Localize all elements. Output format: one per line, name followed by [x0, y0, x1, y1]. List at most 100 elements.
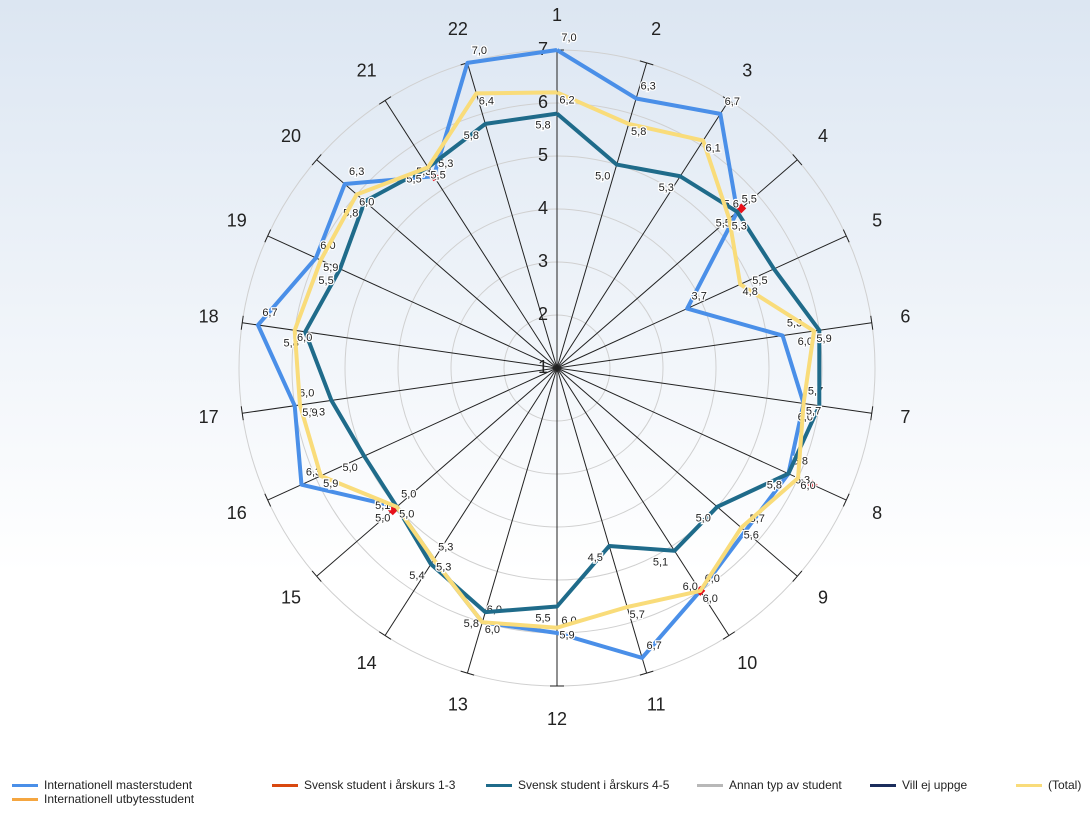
data-label: 6,4: [479, 95, 494, 107]
legend-label: Internationell utbytesstudent: [44, 792, 195, 806]
axis-category-label: 1: [552, 5, 562, 25]
data-label: 6,2: [559, 94, 574, 106]
axis-category-label: 13: [448, 694, 468, 714]
legend-label: Svensk student i årskurs 4-5: [518, 778, 670, 792]
data-label: 5,3: [659, 182, 674, 194]
axis-end-tick: [311, 154, 322, 166]
legend-item: Annan typ av student: [697, 778, 842, 792]
data-label: 4,8: [743, 286, 758, 298]
legend-item: Svensk student i årskurs 1-3: [272, 778, 474, 792]
data-label: 5,5: [318, 275, 333, 287]
axis-end-tick: [722, 631, 736, 640]
axis-end-tick: [264, 493, 272, 507]
series-marker: [428, 171, 439, 182]
legend-swatch: [486, 784, 512, 787]
legend-label: Internationell masterstudent: [44, 778, 193, 792]
legend-swatch: [697, 784, 723, 787]
axis-category-label: 17: [199, 407, 219, 427]
axis-line: [316, 367, 558, 577]
data-label: 5,6: [744, 530, 759, 542]
axis-line: [384, 100, 558, 369]
data-label: 5,8: [535, 120, 550, 132]
axis-category-label: 19: [227, 211, 247, 231]
data-label: 5,5: [430, 169, 445, 181]
data-label: 5,5: [752, 275, 767, 287]
data-label: 6,7: [725, 96, 740, 108]
data-label: 5,9: [323, 262, 338, 274]
axis-end-tick: [722, 96, 736, 105]
data-label: 5,3: [438, 158, 453, 170]
data-label: 7,0: [561, 32, 576, 44]
data-label: 5,0: [375, 513, 390, 525]
data-label: 5,0: [595, 170, 610, 182]
axis-line: [556, 100, 730, 369]
axis-end-tick: [264, 229, 272, 243]
data-label: 6,0: [703, 593, 718, 605]
axis-category-label: 7: [900, 407, 910, 427]
axis-line: [556, 62, 648, 369]
legend-swatch: [1016, 784, 1042, 787]
axis-line: [267, 367, 558, 501]
r-tick-label: 3: [538, 251, 548, 271]
data-label: 5,9: [323, 478, 338, 490]
data-label: 5,5: [535, 612, 550, 624]
data-label: 7,0: [472, 45, 487, 57]
data-label: 4,5: [588, 552, 603, 564]
legend-swatch: [272, 784, 298, 787]
data-label: 5,9: [816, 333, 831, 345]
series-line: [303, 111, 822, 615]
axis-category-label: 22: [448, 19, 468, 39]
axis-line: [556, 367, 648, 674]
data-label: 5,5: [742, 194, 757, 206]
axis-category-label: 14: [357, 653, 377, 673]
legend-label: (Total): [1048, 778, 1082, 792]
legend-swatch: [870, 784, 896, 787]
axis-category-label: 4: [818, 126, 828, 146]
legend-item: Vill ej uppge: [870, 778, 967, 792]
axis-category-label: 10: [737, 653, 757, 673]
legend-item: (Total): [1016, 778, 1081, 792]
r-tick-label: 1: [538, 357, 548, 377]
data-label: 5,4: [409, 570, 424, 582]
data-label: 5,8: [767, 480, 782, 492]
data-label: 6,0: [798, 336, 813, 348]
legend-item: Internationell utbytesstudent: [12, 792, 194, 806]
data-label: 5,0: [399, 509, 414, 521]
axis-end-tick: [240, 315, 244, 330]
axis-category-label: 20: [281, 126, 301, 146]
axis-end-tick: [378, 96, 392, 105]
axis-category-label: 16: [227, 503, 247, 523]
axis-category-label: 8: [872, 503, 882, 523]
data-label: 5,8: [464, 618, 479, 630]
data-label: 6,0: [800, 480, 815, 492]
axis-end-tick: [639, 60, 654, 66]
axis-line: [556, 322, 872, 369]
axis-line: [384, 367, 558, 636]
data-label: 6,3: [640, 80, 655, 92]
data-label: 5,7: [806, 405, 821, 417]
data-label: 6,0: [299, 388, 314, 400]
r-tick-label: 7: [538, 39, 548, 59]
data-label: 6,0: [359, 196, 374, 208]
axis-end-tick: [240, 406, 244, 421]
r-tick-label: 6: [538, 92, 548, 112]
axis-line: [556, 235, 847, 369]
data-label: 6,7: [262, 307, 277, 319]
data-label: 3,7: [692, 290, 707, 302]
data-label: 5,9: [559, 630, 574, 642]
axis-end-tick: [870, 315, 874, 330]
data-label: 6,3: [349, 166, 364, 178]
data-label: 6,0: [485, 624, 500, 636]
data-label: 5,3: [436, 562, 451, 574]
axis-category-label: 11: [647, 694, 666, 714]
data-label: 5,8: [464, 130, 479, 142]
legend-item: Internationell masterstudent: [12, 778, 192, 792]
data-label: 5,3: [732, 221, 747, 233]
series-marker: [807, 479, 818, 490]
axis-end-tick: [378, 631, 392, 640]
axis-category-label: 21: [357, 61, 377, 81]
legend-item: Svensk student i årskurs 4-5: [486, 778, 688, 792]
data-label: 5,8: [631, 126, 646, 138]
axis-category-label: 3: [742, 61, 752, 81]
